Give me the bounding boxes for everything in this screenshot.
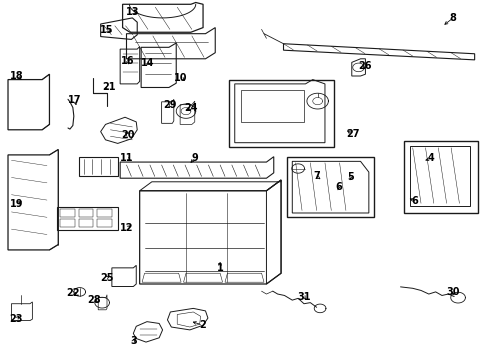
Text: 26: 26 bbox=[358, 61, 371, 71]
Text: 23: 23 bbox=[10, 314, 23, 324]
Text: 6: 6 bbox=[335, 182, 341, 192]
Text: 15: 15 bbox=[100, 25, 114, 35]
Bar bbox=[228, 80, 333, 147]
Text: 31: 31 bbox=[297, 292, 310, 302]
Text: 9: 9 bbox=[191, 153, 198, 163]
Bar bbox=[404, 140, 477, 213]
Text: 12: 12 bbox=[120, 224, 133, 233]
Text: 20: 20 bbox=[122, 130, 135, 140]
Text: 17: 17 bbox=[68, 95, 81, 105]
Text: 6: 6 bbox=[411, 196, 418, 206]
Bar bbox=[240, 90, 304, 122]
Text: 24: 24 bbox=[184, 103, 197, 113]
Text: 14: 14 bbox=[141, 58, 154, 68]
Text: 25: 25 bbox=[100, 273, 114, 283]
Text: 19: 19 bbox=[10, 199, 23, 210]
Bar bbox=[97, 210, 112, 217]
Text: 18: 18 bbox=[9, 71, 23, 81]
Bar bbox=[97, 220, 112, 227]
Text: 2: 2 bbox=[199, 320, 206, 330]
Text: 28: 28 bbox=[87, 295, 101, 305]
Text: 22: 22 bbox=[66, 288, 80, 298]
Text: 13: 13 bbox=[125, 7, 139, 17]
Text: 7: 7 bbox=[313, 171, 319, 181]
Text: 21: 21 bbox=[102, 82, 116, 92]
Text: 10: 10 bbox=[174, 73, 187, 83]
Text: 27: 27 bbox=[346, 129, 359, 139]
Text: 5: 5 bbox=[346, 172, 353, 182]
Bar bbox=[79, 220, 93, 227]
Bar bbox=[60, 220, 75, 227]
Bar bbox=[287, 157, 373, 217]
Bar bbox=[79, 210, 93, 217]
Text: 3: 3 bbox=[130, 336, 137, 346]
Text: 29: 29 bbox=[163, 100, 177, 111]
Text: 8: 8 bbox=[449, 13, 456, 23]
Text: 4: 4 bbox=[427, 153, 433, 163]
Text: 11: 11 bbox=[120, 153, 133, 163]
Text: 1: 1 bbox=[216, 263, 223, 273]
Text: 30: 30 bbox=[446, 287, 459, 297]
Bar bbox=[60, 210, 75, 217]
Text: 16: 16 bbox=[121, 56, 134, 66]
